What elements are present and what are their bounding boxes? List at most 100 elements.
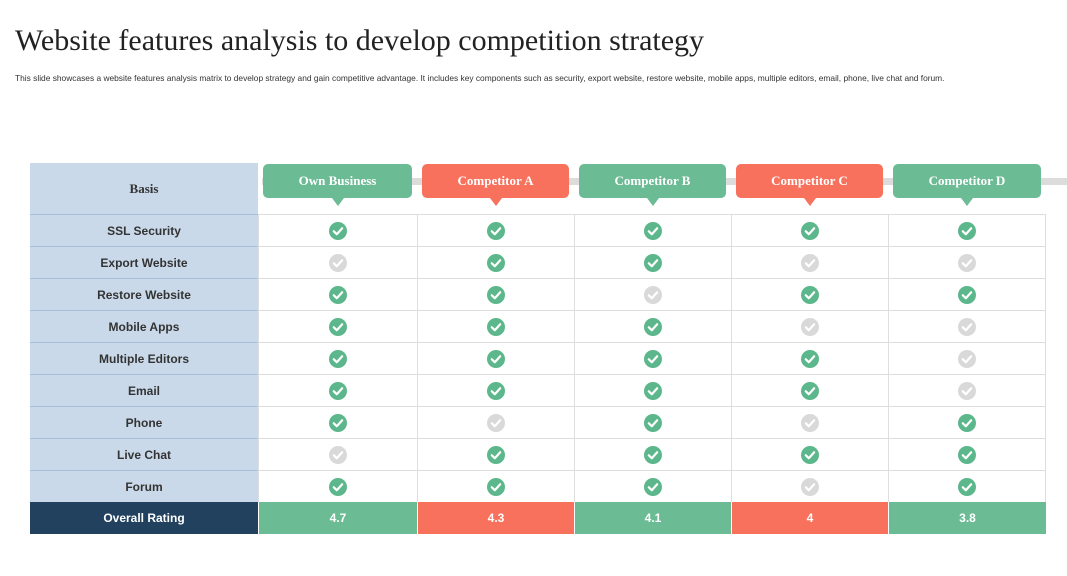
check-icon <box>801 349 819 368</box>
cell <box>417 246 574 278</box>
cell <box>258 310 417 342</box>
cell <box>731 374 888 406</box>
check-icon <box>644 285 662 304</box>
row-label: Mobile Apps <box>30 310 258 342</box>
check-icon <box>801 477 819 496</box>
cell <box>258 214 417 246</box>
cell <box>574 374 731 406</box>
cell <box>258 342 417 374</box>
check-icon <box>801 285 819 304</box>
check-icon <box>329 221 347 240</box>
check-icon <box>644 253 662 272</box>
check-icon <box>644 413 662 432</box>
row-label: Forum <box>30 470 258 502</box>
cell <box>888 278 1046 310</box>
cell <box>417 214 574 246</box>
column-header: Competitor D <box>893 164 1041 198</box>
check-icon <box>329 253 347 272</box>
check-icon <box>329 445 347 464</box>
check-icon <box>329 381 347 400</box>
check-icon <box>329 413 347 432</box>
cell <box>731 278 888 310</box>
cell <box>888 246 1046 278</box>
check-icon <box>487 445 505 464</box>
rating-label: Overall Rating <box>30 502 258 534</box>
cell <box>258 406 417 438</box>
check-icon <box>801 381 819 400</box>
check-icon <box>958 253 976 272</box>
cell <box>888 342 1046 374</box>
check-icon <box>329 477 347 496</box>
cell <box>417 374 574 406</box>
basis-header: Basis <box>30 163 258 214</box>
cell <box>888 470 1046 502</box>
column-header: Competitor B <box>579 164 726 198</box>
cell <box>574 470 731 502</box>
check-icon <box>801 445 819 464</box>
check-icon <box>487 381 505 400</box>
check-icon <box>644 317 662 336</box>
check-icon <box>329 349 347 368</box>
cell <box>731 342 888 374</box>
cell <box>574 342 731 374</box>
check-icon <box>958 349 976 368</box>
check-icon <box>487 317 505 336</box>
check-icon <box>644 349 662 368</box>
check-icon <box>801 317 819 336</box>
cell <box>731 310 888 342</box>
cell <box>417 470 574 502</box>
header-pointer <box>489 198 502 206</box>
cell <box>574 438 731 470</box>
check-icon <box>487 285 505 304</box>
cell <box>574 278 731 310</box>
cell <box>888 310 1046 342</box>
cell <box>258 374 417 406</box>
cell <box>258 278 417 310</box>
row-label: Restore Website <box>30 278 258 310</box>
rating-value: 4.1 <box>574 502 731 534</box>
cell <box>574 310 731 342</box>
check-icon <box>958 445 976 464</box>
check-icon <box>487 253 505 272</box>
cell <box>731 470 888 502</box>
rating-value: 4.3 <box>417 502 574 534</box>
cell <box>258 470 417 502</box>
check-icon <box>644 221 662 240</box>
check-icon <box>644 477 662 496</box>
check-icon <box>958 477 976 496</box>
check-icon <box>958 381 976 400</box>
check-icon <box>958 221 976 240</box>
check-icon <box>644 381 662 400</box>
cell <box>417 278 574 310</box>
cell <box>574 246 731 278</box>
row-label: Phone <box>30 406 258 438</box>
subtitle: This slide showcases a website features … <box>15 73 945 83</box>
cell <box>417 438 574 470</box>
check-icon <box>487 349 505 368</box>
column-header: Competitor A <box>422 164 569 198</box>
cell <box>258 438 417 470</box>
rating-value: 3.8 <box>888 502 1046 534</box>
header-pointer <box>961 198 973 206</box>
cell <box>574 406 731 438</box>
check-icon <box>487 413 505 432</box>
cell <box>888 374 1046 406</box>
row-label: Multiple Editors <box>30 342 258 374</box>
cell <box>888 406 1046 438</box>
row-label: Export Website <box>30 246 258 278</box>
cell <box>731 246 888 278</box>
title: Website features analysis to develop com… <box>15 24 705 57</box>
check-icon <box>958 413 976 432</box>
row-label: Live Chat <box>30 438 258 470</box>
check-icon <box>958 285 976 304</box>
cell <box>731 406 888 438</box>
check-icon <box>801 413 819 432</box>
check-icon <box>801 221 819 240</box>
cell <box>574 214 731 246</box>
column-header: Competitor C <box>736 164 883 198</box>
header-pointer <box>646 198 659 206</box>
rating-value: 4.7 <box>258 502 417 534</box>
cell <box>731 214 888 246</box>
cell <box>417 310 574 342</box>
rating-value: 4 <box>731 502 888 534</box>
